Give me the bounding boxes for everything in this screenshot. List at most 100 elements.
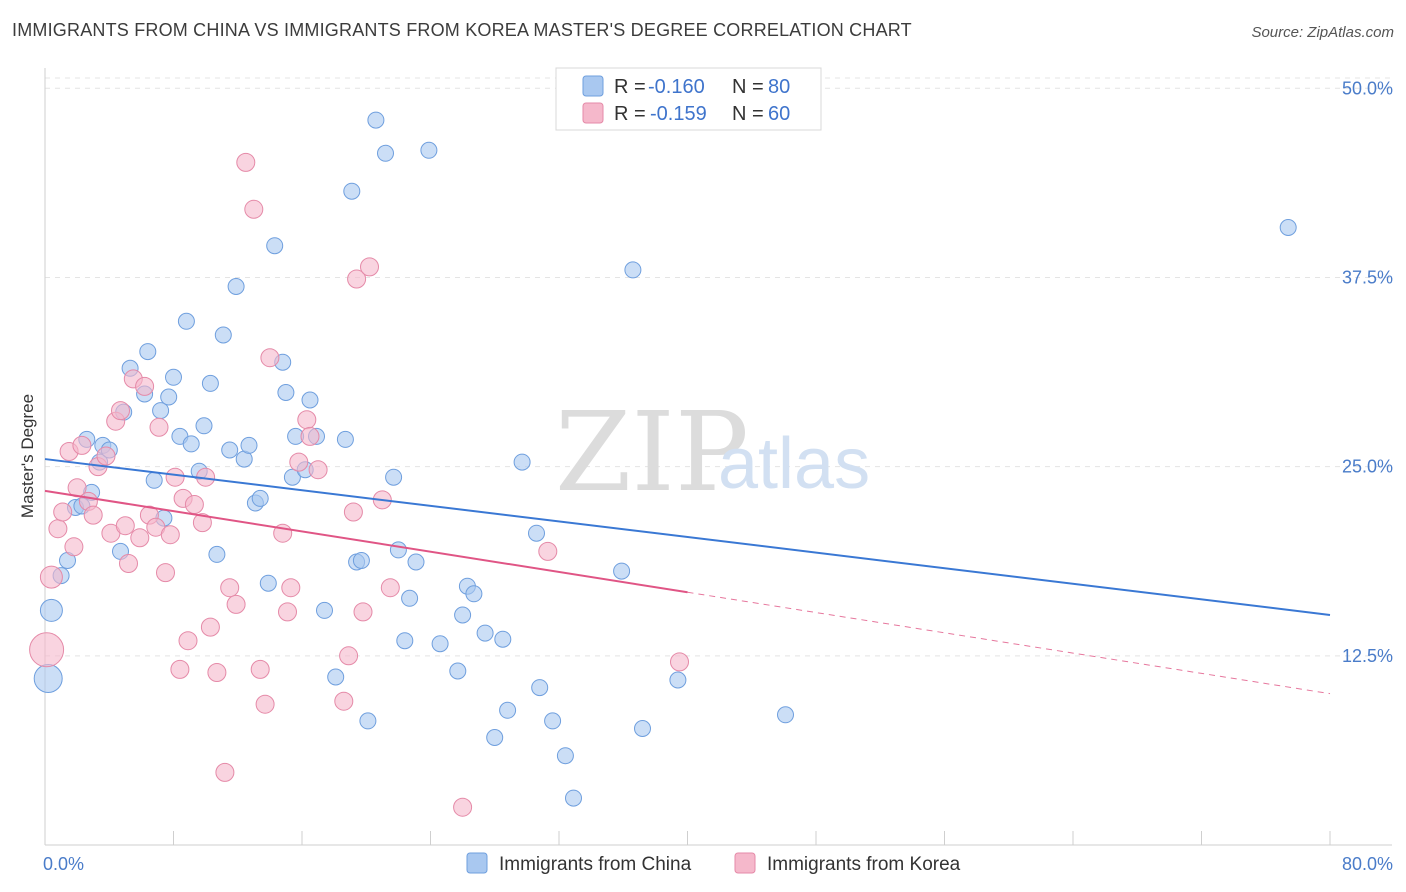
- point-korea: [119, 554, 138, 573]
- point-korea: [48, 519, 68, 539]
- point-china: [613, 562, 631, 580]
- point-korea: [244, 199, 264, 219]
- point-china: [227, 278, 245, 295]
- point-china: [389, 541, 407, 559]
- point-china: [476, 624, 494, 642]
- point-korea: [200, 617, 220, 637]
- point-korea: [343, 502, 363, 522]
- source-credit: Source: ZipAtlas.com: [1251, 24, 1394, 41]
- point-china: [1279, 219, 1297, 236]
- point-china: [201, 374, 219, 392]
- point-china: [544, 712, 562, 730]
- point-korea: [53, 502, 73, 522]
- bottom-legend-label-china: Immigrants from China: [499, 854, 692, 875]
- point-china: [377, 144, 394, 162]
- point-china: [777, 706, 794, 724]
- point-china: [513, 453, 531, 471]
- point-korea: [160, 525, 180, 545]
- point-korea: [64, 537, 84, 557]
- point-china: [214, 326, 232, 344]
- legend-r-label-china: R =: [614, 76, 646, 98]
- trend-line-korea: [44, 489, 688, 594]
- point-china: [221, 441, 239, 459]
- point-korea: [115, 516, 135, 536]
- legend-n-value-korea: 60: [768, 103, 790, 125]
- point-china: [266, 237, 284, 255]
- point-korea: [538, 541, 558, 561]
- point-korea: [360, 257, 379, 277]
- point-korea: [111, 401, 130, 421]
- point-korea: [236, 152, 256, 172]
- point-korea: [130, 528, 150, 548]
- point-korea: [260, 348, 280, 368]
- point-korea: [29, 632, 65, 668]
- legend: R = -0.160 N = 80 R = -0.159 N = 60: [555, 67, 822, 131]
- point-korea: [165, 467, 185, 487]
- point-china: [343, 182, 361, 200]
- point-korea: [380, 578, 400, 598]
- point-china: [208, 545, 226, 563]
- point-korea: [250, 659, 270, 679]
- point-korea: [135, 376, 155, 396]
- point-korea: [83, 505, 103, 525]
- point-korea: [184, 495, 204, 514]
- point-china: [669, 671, 687, 689]
- point-china: [454, 606, 472, 624]
- point-korea: [170, 659, 190, 679]
- point-china: [465, 585, 483, 603]
- point-china: [251, 489, 269, 507]
- point-korea: [297, 410, 317, 430]
- point-korea: [453, 797, 473, 817]
- y-axis-title: Master's Degree: [18, 394, 37, 518]
- x-tick-labels: 0.0% 80.0%: [43, 854, 1393, 874]
- legend-n-label-korea: N =: [732, 103, 764, 125]
- point-china: [634, 720, 651, 737]
- point-korea: [149, 417, 169, 437]
- point-china: [39, 598, 63, 622]
- point-china: [165, 368, 182, 386]
- point-korea: [670, 652, 689, 672]
- y-tick-label: 50.0%: [1342, 78, 1393, 98]
- legend-r-value-china: -0.160: [648, 76, 705, 98]
- x-tick-label-max: 80.0%: [1342, 854, 1393, 874]
- point-china: [494, 630, 512, 648]
- point-china: [195, 417, 213, 435]
- point-korea: [289, 452, 309, 472]
- point-korea: [178, 631, 198, 651]
- point-korea: [156, 563, 175, 583]
- point-china: [259, 574, 277, 592]
- legend-r-label-korea: R =: [614, 103, 646, 125]
- point-korea: [226, 594, 246, 614]
- y-tick-label: 25.0%: [1342, 457, 1393, 477]
- point-korea: [255, 694, 275, 714]
- legend-r-value-korea: -0.159: [650, 103, 707, 125]
- chart-title: IMMIGRANTS FROM CHINA VS IMMIGRANTS FROM…: [12, 20, 912, 40]
- point-korea: [308, 460, 328, 480]
- point-china: [528, 524, 545, 542]
- y-tick-label: 12.5%: [1342, 646, 1393, 666]
- point-china: [240, 436, 258, 454]
- point-china: [316, 601, 333, 619]
- point-china: [407, 553, 425, 571]
- point-china: [359, 712, 377, 730]
- watermark-zip: ZIP: [555, 388, 749, 516]
- bottom-legend-swatch-china: [466, 852, 488, 874]
- trend-line-china: [44, 458, 1331, 616]
- point-china: [565, 789, 582, 807]
- point-china: [367, 111, 385, 129]
- point-china: [283, 468, 301, 486]
- trend-lines: [44, 458, 1331, 695]
- point-korea: [347, 269, 367, 289]
- point-korea: [215, 762, 235, 782]
- trend-line-korea-extrapolated: [687, 591, 1331, 695]
- y-tick-label: 37.5%: [1342, 267, 1393, 287]
- point-korea: [339, 646, 359, 666]
- point-korea: [278, 602, 297, 622]
- watermark: ZIP atlas: [555, 388, 870, 516]
- point-china: [486, 729, 504, 746]
- point-china: [624, 261, 642, 279]
- point-korea: [353, 602, 373, 622]
- x-tick-label-min: 0.0%: [43, 854, 84, 874]
- bottom-legend-swatch-korea: [734, 852, 756, 874]
